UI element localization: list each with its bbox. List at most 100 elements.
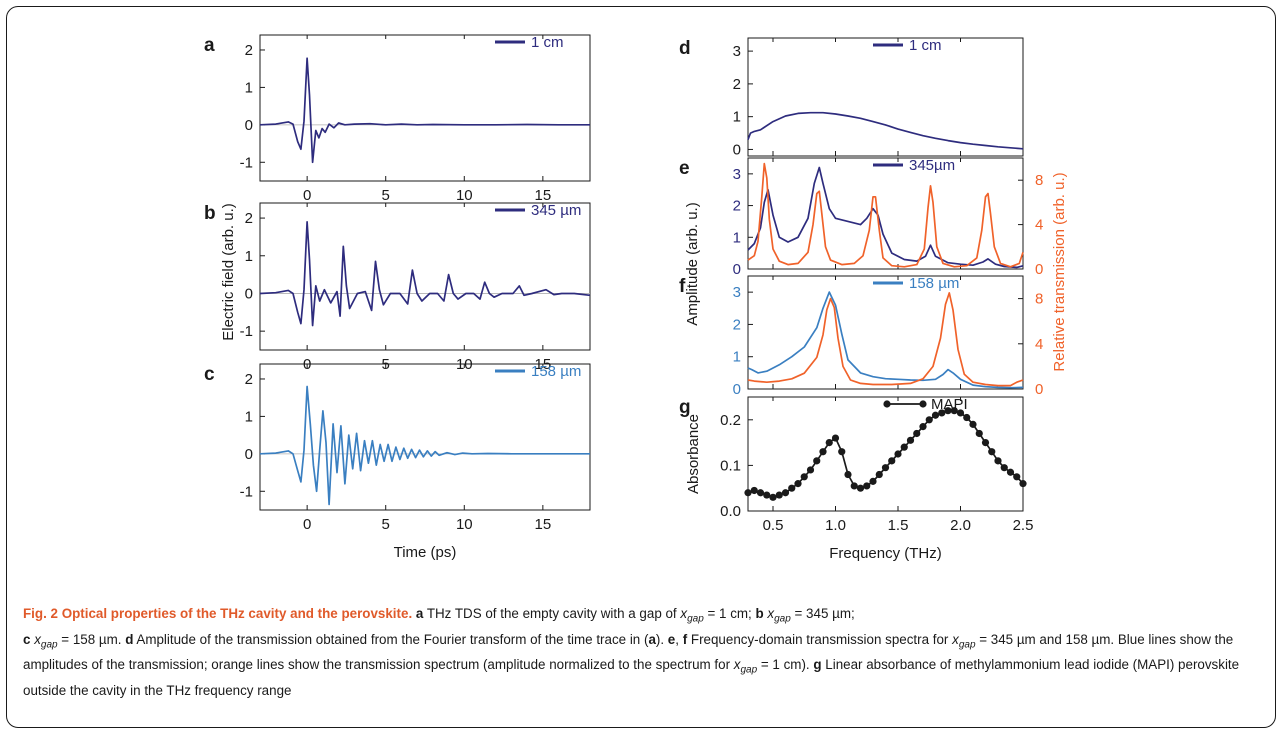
data-point [894,450,902,458]
caption-part: Frequency-domain transmission spectra fo… [687,631,953,647]
panel-label: a [204,35,215,56]
data-point [794,480,802,488]
caption-part: THz TDS of the empty cavity with a gap o… [423,606,681,621]
y-tick-label: 0 [733,381,741,398]
caption-part: x [733,657,741,673]
data-point [988,448,996,456]
panel-label: g [679,397,691,418]
plot-frame [259,202,591,351]
data-point [1013,473,1021,481]
caption-part: a [648,631,656,647]
caption-part: = 345 µm; [790,606,855,621]
data-point [769,493,777,501]
x-axis-label: Time (ps) [394,544,457,561]
caption-part: , [675,631,683,647]
data-point [994,457,1002,465]
panel-label: b [204,203,216,224]
right-y-axis-label-transmission: Relative transmission (arb. u.) [1051,172,1068,371]
data-point [781,489,790,497]
y2-tick-label: 4 [1035,336,1043,353]
x-tick-label: 10 [456,187,473,204]
data-point [750,486,758,495]
legend-label: 158 µm [909,275,959,292]
data-point [956,409,965,417]
data-point [838,448,846,456]
plot-frame [747,275,1024,390]
y-tick-label: 0.0 [720,503,741,520]
panel-label: c [204,364,215,385]
series-line [747,409,1024,499]
series-line [747,162,1024,268]
legend-label: MAPI [931,396,968,413]
series-line [259,220,591,327]
left-y-axis-label: Electric field (arb. u.) [220,203,237,341]
data-point [906,436,915,444]
plot-frame [259,34,591,182]
caption-part: c [23,631,31,647]
y2-tick-label: 0 [1035,261,1043,278]
y-tick-label: 1 [733,229,741,246]
caption-part: x [952,631,959,647]
x-tick-label: 5 [382,187,390,204]
caption-part: a [415,606,424,621]
caption-part: = 1 cm). [757,657,814,673]
caption-part: Amplitude of the transmission obtained f… [133,631,649,647]
caption-part: g [813,657,822,673]
data-point [963,413,971,422]
plot-frame [259,363,591,511]
caption-lead: Fig. 2 Optical properties of the THz cav… [23,606,413,621]
y-tick-label: 1 [733,349,741,366]
y-tick-label: 2 [733,76,741,93]
data-point [919,423,927,431]
series-line [259,385,590,506]
x-tick-label: 15 [535,516,552,533]
caption-part: gap [687,613,704,625]
y-tick-label: 0 [245,446,253,463]
data-point [800,473,808,481]
legend-label: 1 cm [909,37,942,54]
caption-part: gap [774,613,791,625]
data-point [881,464,890,472]
panel-label: f [679,276,686,297]
plot-frame [747,396,1024,512]
plot-frame [747,37,1024,157]
series-line [259,57,590,164]
x-tick-label: 0 [303,516,311,533]
y-tick-label: 0 [245,117,253,134]
y-tick-label: 2 [733,198,741,215]
series-line [747,291,1024,389]
y-tick-label: 2 [733,316,741,333]
x-tick-label: 10 [456,516,473,533]
y2-tick-label: 4 [1035,217,1043,234]
caption-part: = 345 µm and 158 µm. Blue lines show the… [23,631,1234,673]
y-tick-label: 3 [733,166,741,183]
data-point [1000,464,1008,472]
x-tick-label: 2.0 [950,517,971,534]
panel-e: 0 1 2 3 0 4 8 345µm e [679,157,1043,278]
y-tick-label: -1 [240,323,253,340]
y-tick-label: 3 [733,43,741,60]
panel-d: 0 1 2 3 1 cm d [679,37,1024,158]
caption-part: = 1 cm; [703,606,756,621]
data-point [888,457,896,465]
legend-label: 345µm [909,157,955,174]
caption-part: d [125,631,134,647]
y-tick-label: 0 [245,285,253,302]
x-tick-label: 1.5 [888,517,909,534]
data-point [875,470,883,479]
y-tick-label: 0.1 [720,457,741,474]
data-point [900,443,908,451]
y-tick-label: -1 [240,154,253,171]
y-tick-label: 0 [733,261,741,278]
y-tick-label: 0.2 [720,412,741,429]
data-point [863,482,871,490]
y2-tick-label: 8 [1035,172,1043,189]
x-tick-label: 15 [535,187,552,204]
x-tick-label: 0 [303,187,311,204]
series-line [747,166,1024,269]
x-tick-label: 2.5 [1013,517,1034,534]
y-axis-label: Absorbance [685,414,702,494]
data-point [850,482,858,490]
